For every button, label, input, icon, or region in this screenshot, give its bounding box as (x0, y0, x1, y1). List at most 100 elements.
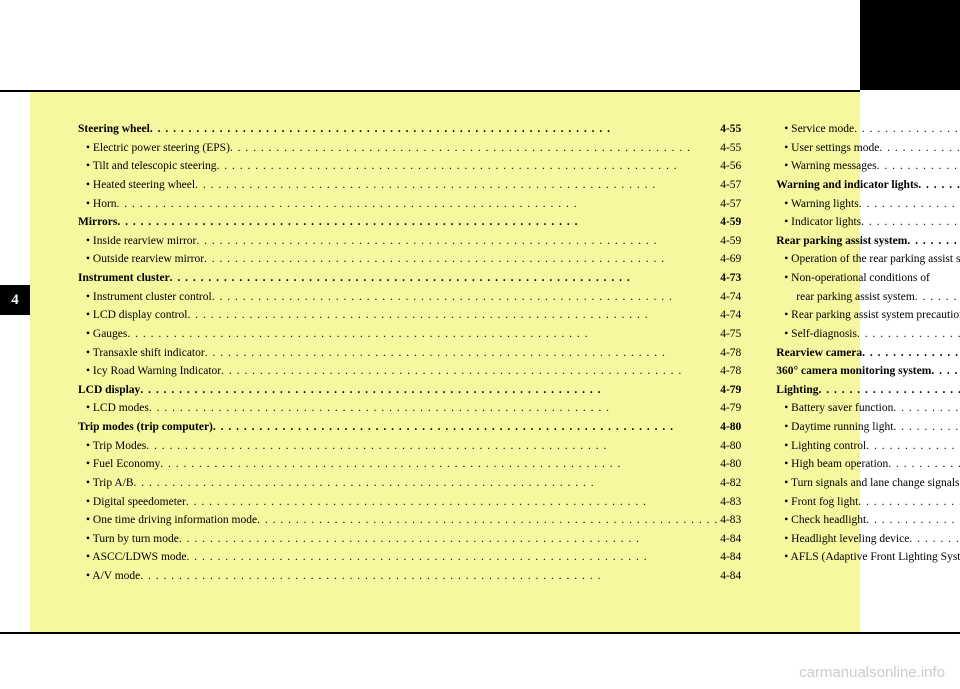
toc-sub-entry: • Inside rearview mirror . . . . . . . .… (78, 232, 741, 251)
toc-main-entry: Trip modes (trip computer) . . . . . . .… (78, 418, 741, 437)
toc-page: 4-84 (718, 548, 741, 567)
toc-label: • Trip Modes (78, 437, 146, 456)
toc-dots: . . . . . . . . . . . . . . . . . . . . … (196, 232, 718, 251)
toc-sub-entry: • Self-diagnosis . . . . . . . . . . . .… (776, 325, 960, 344)
toc-label: • ASCC/LDWS mode (78, 548, 187, 567)
toc-page: 4-57 (718, 195, 741, 214)
toc-dots: . . . . . . . . . . . . . . . . . . . . … (893, 418, 960, 437)
toc-sub-entry: • ASCC/LDWS mode . . . . . . . . . . . .… (78, 548, 741, 567)
toc-dots: . . . . . . . . . . . . . . . . . . . . … (195, 176, 718, 195)
toc-sub-entry: • Digital speedometer . . . . . . . . . … (78, 493, 741, 512)
toc-label: Lighting (776, 381, 818, 400)
toc-dots: . . . . . . . . . . . . . . . . . . . . … (204, 250, 718, 269)
toc-label: • LCD display control (78, 306, 187, 325)
toc-label: • Warning lights (776, 195, 858, 214)
toc-dots: . . . . . . . . . . . . . . . . . . . . … (230, 139, 718, 158)
toc-dots: . . . . . . . . . . . . . . . . . . . . … (862, 344, 960, 363)
toc-dots: . . . . . . . . . . . . . . . . . . . . … (117, 213, 718, 232)
toc-label: • Operation of the rear parking assist s… (776, 250, 960, 269)
toc-sub-entry: • User settings mode . . . . . . . . . .… (776, 139, 960, 158)
toc-label: • Horn (78, 195, 117, 214)
toc-dots: . . . . . . . . . . . . . . . . . . . . … (877, 157, 960, 176)
header-black-bar (860, 0, 960, 90)
toc-sub-entry: • Tilt and telescopic steering . . . . .… (78, 157, 741, 176)
toc-dots: . . . . . . . . . . . . . . . . . . . . … (160, 455, 718, 474)
toc-label: • A/V mode (78, 567, 140, 586)
toc-main-entry: Mirrors . . . . . . . . . . . . . . . . … (78, 213, 741, 232)
toc-dots: . . . . . . . . . . . . . . . . . . . . … (187, 548, 719, 567)
toc-label: • Rear parking assist system precautions (776, 306, 960, 325)
toc-label: • High beam operation (776, 455, 888, 474)
toc-dots: . . . . . . . . . . . . . . . . . . . . … (909, 530, 960, 549)
toc-page: 4-79 (718, 399, 741, 418)
toc-dots: . . . . . . . . . . . . . . . . . . . . … (866, 437, 960, 456)
toc-page: 4-57 (718, 176, 741, 195)
toc-dots: . . . . . . . . . . . . . . . . . . . . … (818, 381, 960, 400)
toc-left-column: Steering wheel . . . . . . . . . . . . .… (78, 120, 741, 586)
toc-label: • Transaxle shift indicator (78, 344, 205, 363)
toc-label: • Gauges (78, 325, 127, 344)
toc-sub-entry: • Warning messages . . . . . . . . . . .… (776, 157, 960, 176)
toc-label: • Inside rearview mirror (78, 232, 196, 251)
toc-sub-entry: • Outside rearview mirror . . . . . . . … (78, 250, 741, 269)
toc-label: • User settings mode (776, 139, 879, 158)
toc-sub-entry: • LCD display control . . . . . . . . . … (78, 306, 741, 325)
toc-page: 4-73 (718, 269, 741, 288)
toc-sub-entry: • Trip Modes . . . . . . . . . . . . . .… (78, 437, 741, 456)
toc-sub-entry: • LCD modes . . . . . . . . . . . . . . … (78, 399, 741, 418)
toc-sub-entry: • Headlight leveling device . . . . . . … (776, 530, 960, 549)
toc-dots: . . . . . . . . . . . . . . . . . . . . … (149, 399, 718, 418)
toc-page: 4-83 (718, 493, 741, 512)
toc-label: • Turn signals and lane change signals (776, 474, 959, 493)
toc-label: • Outside rearview mirror (78, 250, 204, 269)
toc-sub-entry: • Trip A/B . . . . . . . . . . . . . . .… (78, 474, 741, 493)
toc-sub-entry: • Front fog light . . . . . . . . . . . … (776, 493, 960, 512)
toc-main-entry: Rearview camera . . . . . . . . . . . . … (776, 344, 960, 363)
toc-label: Trip modes (trip computer) (78, 418, 213, 437)
toc-right-column: • Service mode . . . . . . . . . . . . .… (776, 120, 960, 586)
toc-sub-entry: • Fuel Economy . . . . . . . . . . . . .… (78, 455, 741, 474)
bottom-divider (0, 632, 960, 634)
toc-dots: . . . . . . . . . . . . . . . . . . . . … (187, 306, 718, 325)
toc-main-entry: LCD display . . . . . . . . . . . . . . … (78, 381, 741, 400)
toc-page: 4-82 (718, 474, 741, 493)
toc-sub-entry: • Battery saver function . . . . . . . .… (776, 399, 960, 418)
toc-dots: . . . . . . . . . . . . . . . . . . . . … (127, 325, 718, 344)
toc-main-entry: Lighting . . . . . . . . . . . . . . . .… (776, 381, 960, 400)
toc-sub-entry: • Icy Road Warning Indicator . . . . . .… (78, 362, 741, 381)
toc-dots: . . . . . . . . . . . . . . . . . . . . … (140, 381, 718, 400)
toc-sub-entry: • Check headlight . . . . . . . . . . . … (776, 511, 960, 530)
toc-dots: . . . . . . . . . . . . . . . . . . . . … (257, 511, 718, 530)
toc-dots: . . . . . . . . . . . . . . . . . . . . … (205, 344, 718, 363)
toc-sub-entry-line1: • Non-operational conditions of (776, 269, 960, 288)
toc-dots: . . . . . . . . . . . . . . . . . . . . … (893, 399, 960, 418)
toc-page: 4-75 (718, 325, 741, 344)
toc-label: • LCD modes (78, 399, 149, 418)
toc-label: • Self-diagnosis (776, 325, 857, 344)
toc-dots: . . . . . . . . . . . . . . . . . . . . … (858, 493, 960, 512)
toc-dots: . . . . . . . . . . . . . . . . . . . . … (212, 288, 718, 307)
toc-main-entry: Rear parking assist system . . . . . . .… (776, 232, 960, 251)
toc-main-entry: 360° camera monitoring system . . . . . … (776, 362, 960, 381)
toc-dots: . . . . . . . . . . . . . . . . . . . . … (854, 120, 960, 139)
toc-label: • Digital speedometer (78, 493, 186, 512)
toc-page: 4-55 (718, 139, 741, 158)
toc-label: • Turn by turn mode (78, 530, 179, 549)
toc-sub-entry: • Turn by turn mode . . . . . . . . . . … (78, 530, 741, 549)
toc-sub-entry: • Warning lights . . . . . . . . . . . .… (776, 195, 960, 214)
toc-label: • Trip A/B (78, 474, 134, 493)
toc-page: 4-83 (718, 511, 741, 530)
toc-label: • Daytime running light (776, 418, 893, 437)
toc-sub-entry: • Heated steering wheel . . . . . . . . … (78, 176, 741, 195)
watermark-text: carmanualsonline.info (799, 664, 945, 681)
toc-page: 4-80 (718, 437, 741, 456)
toc-sub-entry: • Indicator lights . . . . . . . . . . .… (776, 213, 960, 232)
toc-dots: . . . . . . . . . . . . . . . . . . . . … (146, 437, 718, 456)
toc-label: • Tilt and telescopic steering (78, 157, 217, 176)
toc-page: 4-79 (718, 381, 741, 400)
toc-label: • Headlight leveling device (776, 530, 909, 549)
toc-sub-entry: • Rear parking assist system precautions… (776, 306, 960, 325)
toc-label: • One time driving information mode (78, 511, 257, 530)
toc-page: 4-69 (718, 250, 741, 269)
toc-page: 4-78 (718, 362, 741, 381)
